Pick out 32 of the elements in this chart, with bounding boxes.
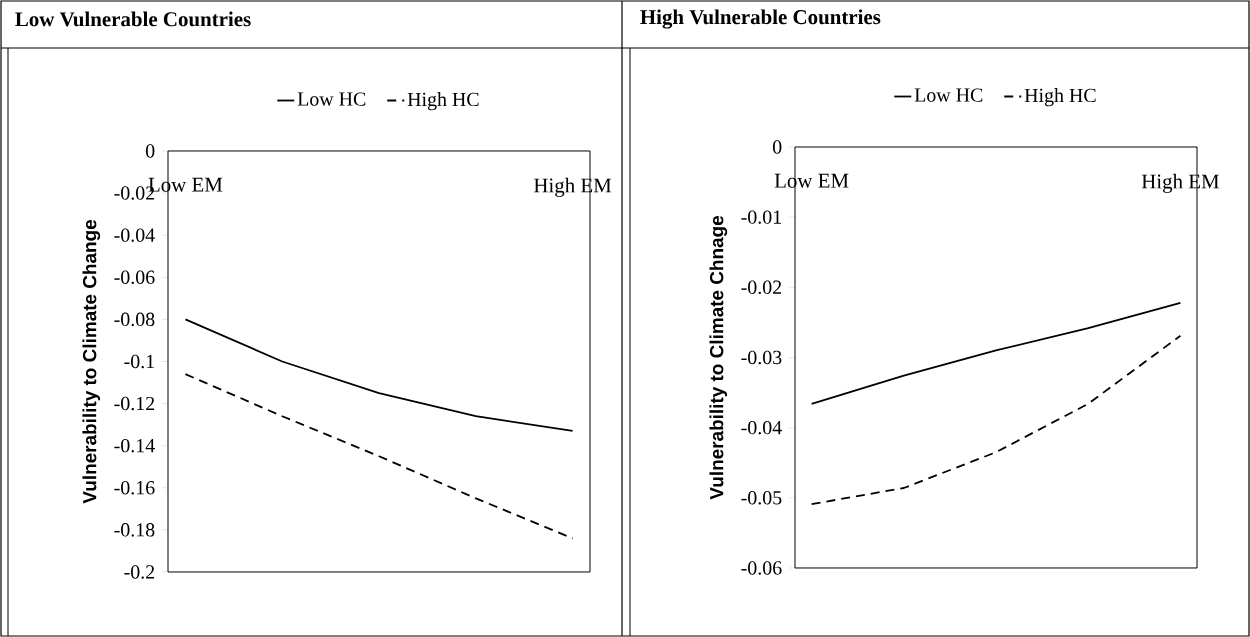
y-tick-label: -0.18	[114, 523, 155, 537]
legend-label: Low HC	[914, 88, 983, 102]
chart-title: High Vulnerable Countries	[640, 9, 881, 29]
line-series	[184, 373, 574, 540]
chart-title: Low Vulnerable Countries	[15, 11, 251, 27]
y-axis-title: Vulnerability to Climate Chnage	[709, 215, 728, 500]
line-series	[184, 318, 574, 432]
x-tick-label: Low EM	[774, 173, 849, 188]
y-tick-label: -0.06	[741, 561, 782, 575]
y-tick-label: -0.05	[741, 491, 782, 505]
legend-label: Low HC	[297, 92, 366, 106]
y-tick-label: -0.2	[124, 565, 155, 579]
legend-label: High HC	[407, 92, 479, 111]
y-tick-label: 0	[145, 144, 155, 158]
y-tick-label: -0.04	[114, 228, 155, 242]
y-tick-label: -0.04	[741, 420, 782, 435]
y-tick-label: -0.06	[114, 270, 155, 285]
x-tick-label: High EM	[1141, 173, 1220, 193]
y-tick-label: 0	[772, 140, 782, 154]
x-tick-label: High EM	[533, 177, 612, 197]
y-axis-title: Vulnerability to Climate Change	[82, 219, 101, 504]
y-tick-label: -0.08	[114, 312, 155, 327]
y-tick-label: -0.1	[124, 354, 154, 369]
y-tick-label: -0.02	[741, 280, 782, 295]
y-tick-label: -0.01	[741, 210, 781, 224]
line-series	[810, 334, 1182, 506]
y-tick-label: -0.12	[114, 396, 155, 411]
legend-label: High HC	[1024, 88, 1096, 107]
y-tick-label: -0.16	[114, 481, 155, 495]
y-tick-label: -0.14	[114, 438, 155, 453]
y-tick-label: -0.03	[741, 350, 782, 365]
line-series	[810, 301, 1182, 405]
